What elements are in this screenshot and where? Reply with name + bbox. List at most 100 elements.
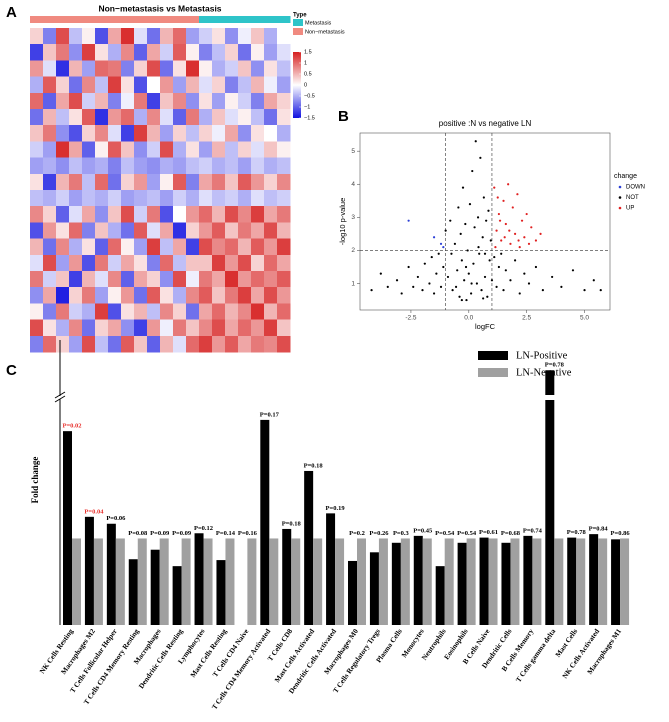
bar [457, 542, 467, 625]
heatmap-cell [134, 173, 148, 191]
heatmap-cell [199, 60, 213, 77]
colorbar-label: −1.5 [304, 115, 315, 121]
heatmap-cell [173, 60, 187, 77]
heatmap-cell [69, 92, 83, 110]
heatmap-cell [186, 92, 200, 110]
heatmap-cell [264, 173, 278, 191]
point [468, 203, 472, 206]
heatmap-cell [69, 141, 83, 158]
point [504, 269, 507, 272]
heatmap-cell [251, 222, 265, 239]
point [560, 285, 563, 288]
heatmap-cell [30, 206, 44, 223]
point [470, 292, 473, 295]
heatmap-cell [199, 222, 213, 239]
bar [510, 538, 520, 625]
heatmap-cell [199, 141, 213, 158]
heatmap-cell [108, 254, 122, 272]
heatmap-cell [225, 222, 239, 239]
heatmap-cell [264, 109, 278, 126]
heatmap-cell [147, 60, 161, 77]
point [592, 279, 595, 282]
heatmap-cell [108, 238, 122, 256]
point [480, 289, 483, 292]
heatmap-cell [134, 287, 148, 304]
y-tick-label: 3 [351, 214, 355, 221]
panel-label: B [338, 108, 349, 125]
heatmap-cell [108, 173, 122, 191]
heatmap-cell [251, 319, 265, 337]
point [599, 289, 602, 292]
heatmap-cell [238, 141, 252, 158]
heatmap-cell [56, 60, 70, 77]
heatmap-cell [69, 335, 83, 353]
heatmap-cell [134, 76, 148, 94]
heatmap-cell [82, 287, 96, 304]
point [478, 252, 481, 255]
heatmap-cell [43, 92, 57, 110]
heatmap-cell [30, 190, 44, 207]
heatmap-cell [173, 92, 187, 110]
heatmap-cell [121, 271, 135, 288]
heatmap-cell [173, 319, 187, 337]
p-value-label: P=0.12 [194, 525, 213, 532]
bar [369, 552, 379, 625]
heatmap-cell [121, 335, 135, 353]
heatmap-cell [69, 190, 83, 207]
heatmap-cell [251, 141, 265, 158]
point [466, 249, 469, 252]
point [395, 279, 399, 282]
chart-title: Non−metastasis vs Metastasis [98, 3, 221, 13]
bar [128, 559, 138, 625]
point [571, 269, 575, 272]
heatmap-cell [147, 287, 161, 304]
axis-break [54, 395, 66, 403]
heatmap-cell [30, 238, 44, 256]
point [481, 236, 484, 239]
heatmap-cell [108, 125, 122, 142]
point [412, 285, 415, 288]
heatmap-cell [212, 125, 226, 142]
heatmap-cell [121, 206, 135, 223]
heatmap-cell [108, 92, 122, 110]
point [497, 265, 500, 269]
bar [313, 538, 323, 625]
heatmap-cell [212, 335, 226, 353]
heatmap-cell [147, 173, 161, 191]
heatmap-cell [212, 60, 226, 77]
heatmap-cell [69, 173, 83, 191]
heatmap-cell [147, 141, 161, 158]
heatmap-cell [264, 271, 278, 288]
heatmap-cell [277, 141, 291, 158]
heatmap-cell [186, 254, 200, 272]
heatmap-cell [108, 44, 122, 61]
heatmap-cell [43, 141, 57, 158]
heatmap-cell [30, 222, 44, 239]
heatmap-cell [43, 60, 57, 77]
heatmap-cell [160, 141, 174, 158]
point [495, 229, 498, 232]
heatmap-cell [121, 190, 135, 207]
column-annotation [43, 16, 57, 23]
heatmap-cell [82, 28, 96, 45]
heatmap-cell [95, 319, 109, 337]
point [500, 239, 503, 242]
heatmap-cell [225, 254, 239, 272]
heatmap-cell [173, 157, 187, 175]
point [467, 272, 470, 275]
heatmap-cell [56, 287, 70, 304]
point [502, 289, 505, 292]
heatmap-cell [134, 44, 148, 61]
heatmap-cell [186, 173, 200, 191]
point [464, 222, 467, 226]
heatmap-cell [82, 335, 96, 353]
heatmap-cell [251, 238, 265, 256]
heatmap-cell [147, 109, 161, 126]
heatmap-cell [277, 157, 291, 175]
heatmap-cell [69, 238, 83, 256]
heatmap-cell [56, 254, 70, 272]
bar [598, 538, 608, 625]
heatmap-cell [43, 303, 57, 320]
bar [216, 560, 226, 625]
heatmap-cell [56, 238, 70, 256]
